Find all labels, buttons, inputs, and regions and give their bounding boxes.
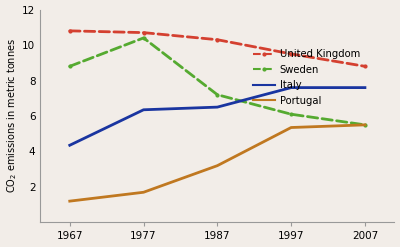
Italy xyxy=(362,86,367,89)
Line: Portugal: Portugal xyxy=(70,125,365,201)
Sweden xyxy=(67,65,72,68)
Portugal xyxy=(67,200,72,203)
Portugal xyxy=(289,126,294,129)
Legend: United Kingdom, Sweden, Italy, Portugal: United Kingdom, Sweden, Italy, Portugal xyxy=(251,47,362,108)
Italy xyxy=(215,106,220,109)
United Kingdom xyxy=(215,38,220,41)
Italy xyxy=(67,144,72,147)
United Kingdom xyxy=(141,31,146,34)
Portugal xyxy=(362,123,367,126)
Sweden xyxy=(141,37,146,40)
United Kingdom xyxy=(289,52,294,55)
Italy xyxy=(289,86,294,89)
Line: Italy: Italy xyxy=(70,88,365,145)
United Kingdom xyxy=(67,29,72,32)
Line: Sweden: Sweden xyxy=(67,35,368,128)
Y-axis label: CO$_2$ emissions in metric tonnes: CO$_2$ emissions in metric tonnes xyxy=(6,39,19,193)
Sweden xyxy=(289,113,294,116)
Portugal xyxy=(215,164,220,167)
Portugal xyxy=(141,191,146,194)
Sweden xyxy=(362,123,367,126)
Italy xyxy=(141,108,146,111)
Line: United Kingdom: United Kingdom xyxy=(67,28,368,69)
Sweden xyxy=(215,93,220,96)
United Kingdom xyxy=(362,65,367,68)
